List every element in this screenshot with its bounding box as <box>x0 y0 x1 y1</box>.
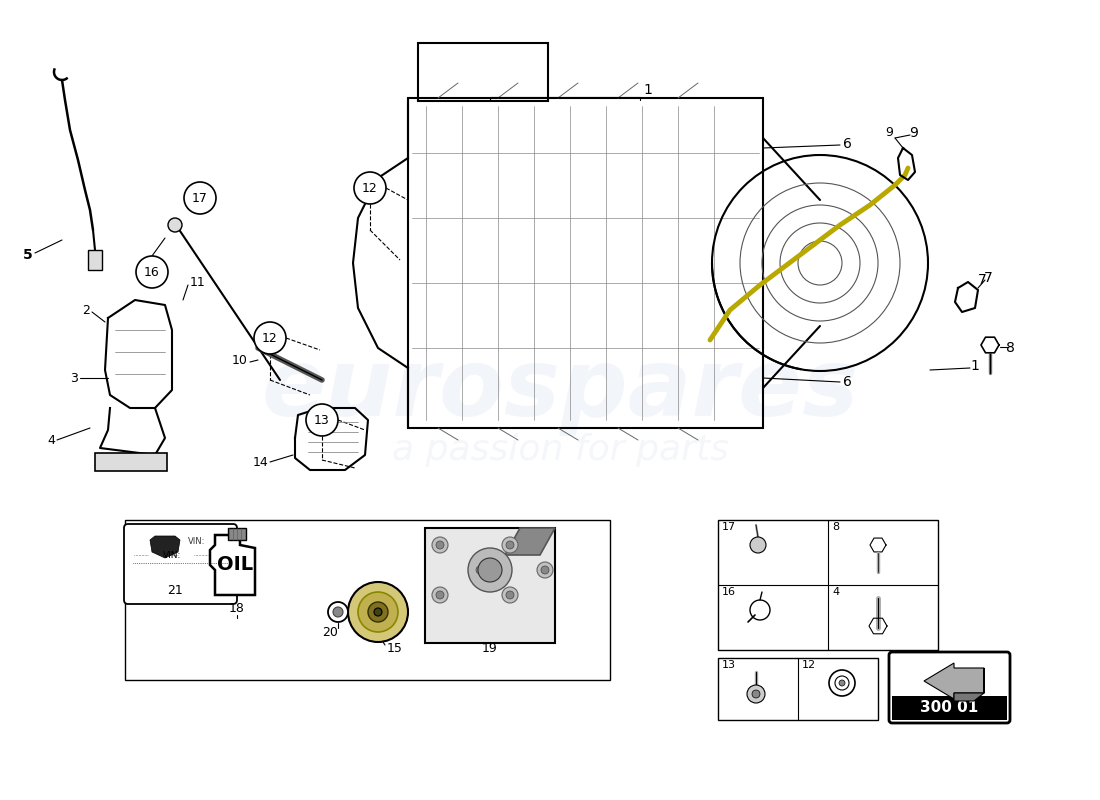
Bar <box>228 528 246 540</box>
Circle shape <box>506 591 514 599</box>
Text: 7: 7 <box>983 271 992 285</box>
Text: 12: 12 <box>802 660 816 670</box>
Polygon shape <box>150 536 180 558</box>
Bar <box>718 658 878 720</box>
Circle shape <box>747 685 764 703</box>
Circle shape <box>436 541 444 549</box>
Circle shape <box>328 602 348 622</box>
Text: 4: 4 <box>832 587 839 597</box>
Text: VIN:: VIN: <box>163 551 182 561</box>
Circle shape <box>358 592 398 632</box>
Circle shape <box>168 218 182 232</box>
Text: 17: 17 <box>192 191 208 205</box>
Bar <box>892 696 1006 720</box>
Circle shape <box>537 562 553 578</box>
Polygon shape <box>954 668 985 701</box>
Bar <box>418 43 548 101</box>
Text: 12: 12 <box>362 182 378 194</box>
Bar <box>425 528 556 643</box>
Circle shape <box>472 562 488 578</box>
Text: 15: 15 <box>387 642 403 654</box>
Text: eurospares: eurospares <box>262 344 859 436</box>
Text: 8: 8 <box>832 522 839 532</box>
Circle shape <box>136 256 168 288</box>
Text: OIL: OIL <box>217 555 253 574</box>
Circle shape <box>752 690 760 698</box>
Bar <box>88 250 102 270</box>
Text: 11: 11 <box>190 275 206 289</box>
Text: 1: 1 <box>970 359 979 373</box>
Circle shape <box>368 602 388 622</box>
Bar <box>95 453 167 471</box>
Text: 6: 6 <box>843 137 851 151</box>
Circle shape <box>468 548 512 592</box>
Text: a passion for parts: a passion for parts <box>392 433 728 467</box>
Polygon shape <box>505 528 556 555</box>
Text: 4: 4 <box>47 434 55 446</box>
Text: 300 01: 300 01 <box>921 701 979 715</box>
Text: 16: 16 <box>722 587 736 597</box>
Circle shape <box>333 607 343 617</box>
Circle shape <box>254 322 286 354</box>
Bar <box>125 520 611 680</box>
FancyBboxPatch shape <box>124 524 236 604</box>
Text: 18: 18 <box>229 602 245 614</box>
Bar <box>718 520 938 650</box>
Text: VIN:: VIN: <box>188 538 206 546</box>
Text: 13: 13 <box>315 414 330 426</box>
Circle shape <box>306 404 338 436</box>
Text: 6: 6 <box>843 375 851 389</box>
Polygon shape <box>924 663 984 699</box>
Text: 1: 1 <box>644 83 652 97</box>
Circle shape <box>432 587 448 603</box>
Text: 21: 21 <box>167 583 183 597</box>
Text: 16: 16 <box>144 266 159 278</box>
Circle shape <box>436 591 444 599</box>
Bar <box>408 98 763 428</box>
Circle shape <box>478 558 502 582</box>
Circle shape <box>502 537 518 553</box>
Circle shape <box>354 172 386 204</box>
Circle shape <box>432 537 448 553</box>
Text: 7: 7 <box>978 273 987 287</box>
Text: 13: 13 <box>722 660 736 670</box>
Text: 12: 12 <box>262 331 278 345</box>
Polygon shape <box>210 535 255 595</box>
Text: 10: 10 <box>232 354 248 366</box>
Circle shape <box>348 582 408 642</box>
Circle shape <box>374 608 382 616</box>
Text: 17: 17 <box>722 522 736 532</box>
Circle shape <box>541 566 549 574</box>
Text: 19: 19 <box>482 642 498 654</box>
Text: 9: 9 <box>910 126 918 140</box>
Text: 2: 2 <box>82 303 90 317</box>
Text: 5: 5 <box>23 248 33 262</box>
FancyBboxPatch shape <box>889 652 1010 723</box>
Text: 9: 9 <box>886 126 893 138</box>
Circle shape <box>506 541 514 549</box>
Circle shape <box>476 566 484 574</box>
Text: 14: 14 <box>252 455 268 469</box>
Circle shape <box>184 182 216 214</box>
Circle shape <box>502 587 518 603</box>
Text: 3: 3 <box>70 371 78 385</box>
Circle shape <box>839 680 845 686</box>
Text: 20: 20 <box>322 626 338 639</box>
Text: 8: 8 <box>1005 341 1014 355</box>
Circle shape <box>750 537 766 553</box>
